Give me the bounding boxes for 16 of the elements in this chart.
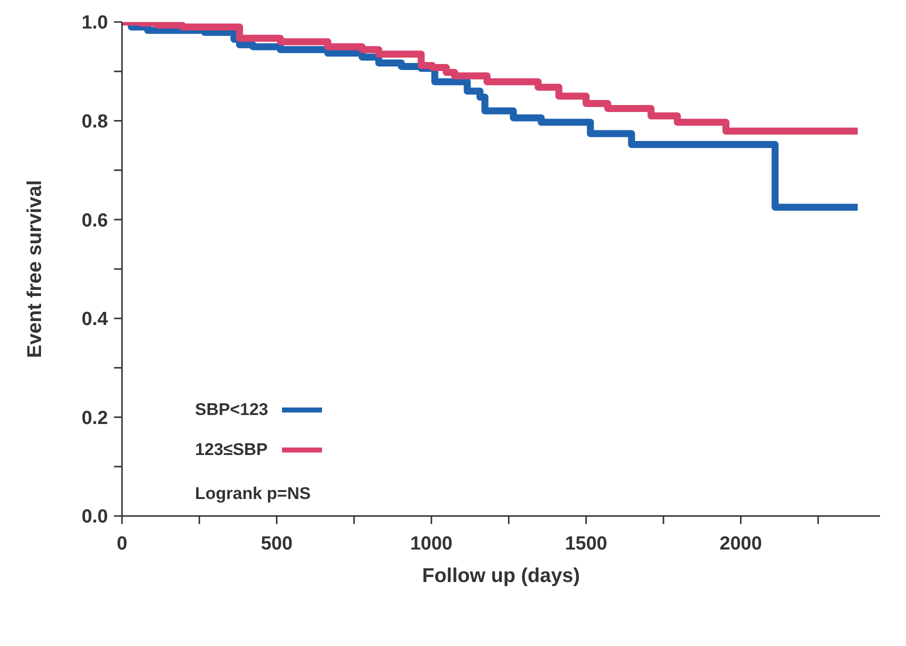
y-tick-label: 0.0 [82, 506, 108, 528]
x-tick-label: 0 [116, 533, 128, 554]
x-tick-label: 1500 [564, 533, 608, 554]
x-tick-label: 1000 [410, 533, 453, 554]
y-tick-label: 0.8 [82, 112, 108, 133]
y-tick-label: 0.6 [82, 210, 108, 232]
legend-label: 123≤SBP [195, 440, 268, 460]
annotation: Logrank p=NS [195, 484, 312, 504]
y-tick-label: 1.0 [82, 12, 108, 34]
x-tick-label: 2000 [720, 533, 762, 554]
y-tick-label: 0.2 [82, 408, 108, 429]
y-tick-label: 0.4 [82, 309, 108, 330]
x-tick-label: 500 [260, 533, 293, 554]
y-axis-title: Event free survival [24, 180, 46, 358]
legend-label: SBP<123 [195, 400, 268, 420]
x-axis-title: Follow up (days) [422, 565, 580, 587]
